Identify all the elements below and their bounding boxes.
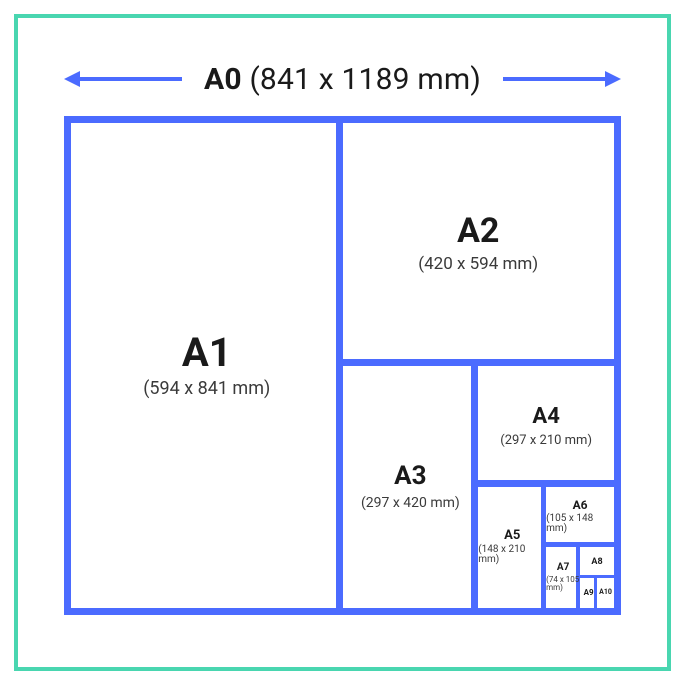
header: A0 (841 x 1189 mm) xyxy=(18,54,667,104)
size-name: A10 xyxy=(599,589,612,596)
size-name: A8 xyxy=(591,558,602,567)
size-a8: A8 xyxy=(580,547,614,577)
size-a5: A5 (148 x 210 mm) xyxy=(478,487,546,608)
page-title: A0 (841 x 1189 mm) xyxy=(204,62,481,97)
size-name: A6 xyxy=(573,499,588,512)
size-a6: A6 (105 x 148 mm) xyxy=(546,487,614,548)
size-dim: (420 x 594 mm) xyxy=(418,256,538,274)
size-name: A5 xyxy=(504,529,520,543)
size-name: A2 xyxy=(457,214,499,250)
size-name: A4 xyxy=(532,405,559,428)
size-a9: A9 xyxy=(580,578,597,608)
size-dim: (148 x 210 mm) xyxy=(478,545,546,566)
size-a10: A10 xyxy=(597,578,614,608)
title-dim: (841 x 1189 mm) xyxy=(249,62,481,97)
arrow-left-icon xyxy=(64,69,184,89)
size-dim: (74 x 105 mm) xyxy=(546,576,580,593)
size-dim: (297 x 420 mm) xyxy=(361,496,460,511)
size-dim: (594 x 841 mm) xyxy=(143,380,270,399)
arrow-right-icon xyxy=(501,69,621,89)
size-name: A3 xyxy=(394,463,426,490)
size-a4: A4 (297 x 210 mm) xyxy=(478,366,614,487)
size-name: A1 xyxy=(182,332,232,374)
size-name: A7 xyxy=(557,563,569,574)
size-dim: (297 x 210 mm) xyxy=(500,434,592,448)
size-dim: (105 x 148 mm) xyxy=(546,514,614,535)
size-a7: A7 (74 x 105 mm) xyxy=(546,547,580,608)
size-a2: A2 (420 x 594 mm) xyxy=(343,123,615,366)
a0-container: A1 (594 x 841 mm) A2 (420 x 594 mm) A3 (297 x… xyxy=(64,116,621,615)
title-name: A0 xyxy=(204,62,242,97)
size-a1: A1 (594 x 841 mm) xyxy=(71,123,343,608)
size-name: A9 xyxy=(584,589,594,597)
size-a3: A3 (297 x 420 mm) xyxy=(343,366,479,609)
outer-frame: A0 (841 x 1189 mm) A1 (594 x 841 mm) A2 (42… xyxy=(14,14,671,671)
